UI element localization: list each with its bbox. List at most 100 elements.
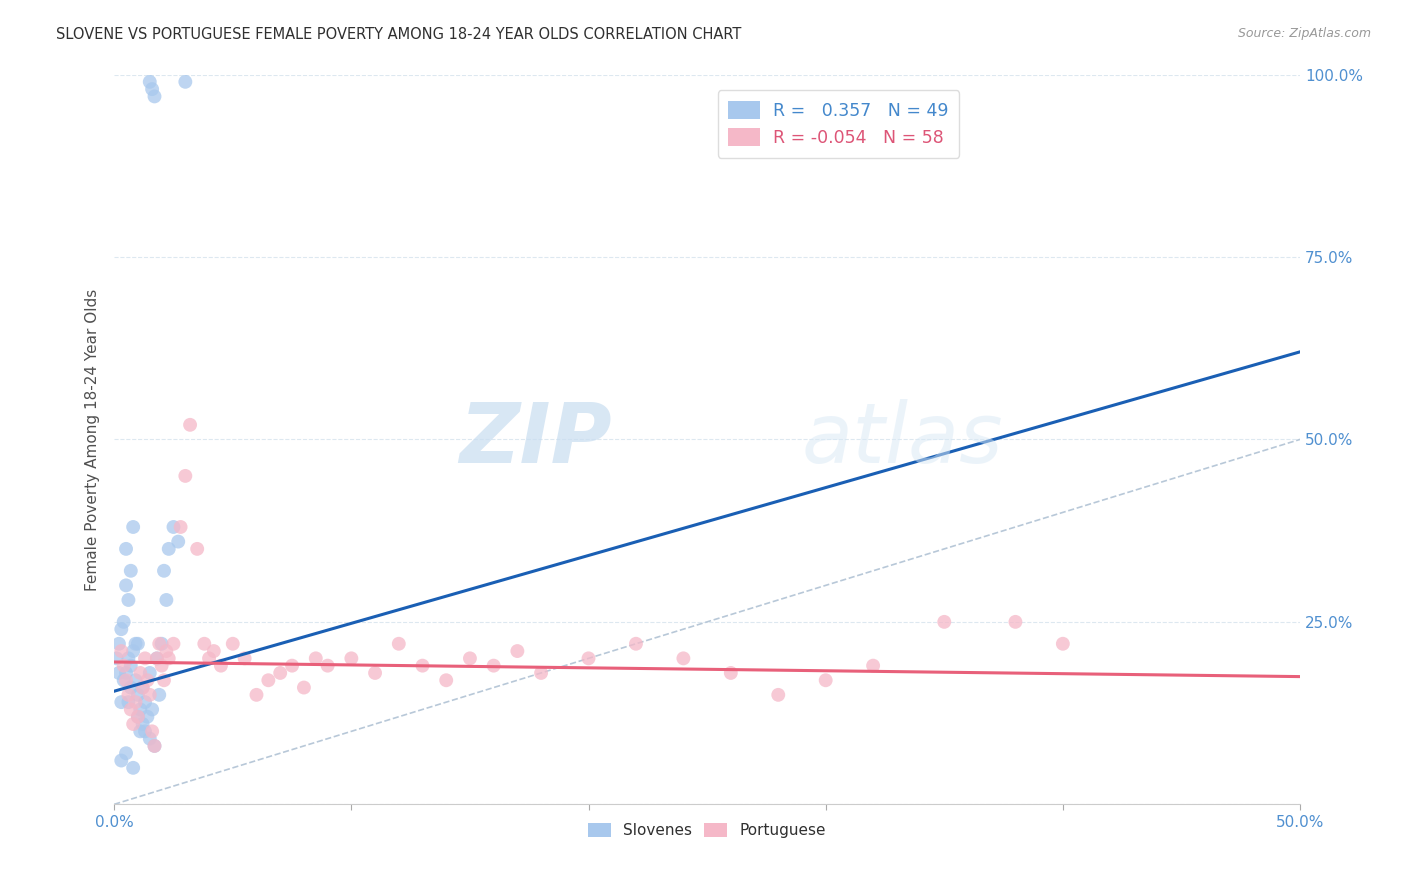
Point	[530, 665, 553, 680]
Point	[124, 637, 146, 651]
Point	[122, 761, 145, 775]
Point	[115, 665, 138, 680]
Text: ZIP: ZIP	[460, 399, 612, 480]
Point	[136, 710, 159, 724]
Point	[127, 710, 149, 724]
Point	[209, 658, 232, 673]
Point	[139, 75, 162, 89]
Point	[153, 673, 176, 688]
Point	[143, 739, 166, 753]
Point	[506, 644, 529, 658]
Point	[222, 637, 245, 651]
Point	[157, 651, 180, 665]
Point	[434, 673, 457, 688]
Point	[143, 89, 166, 103]
Point	[120, 564, 142, 578]
Point	[141, 702, 163, 716]
Point	[110, 622, 132, 636]
Point	[115, 746, 138, 760]
Point	[482, 658, 505, 673]
Point	[934, 615, 956, 629]
Text: SLOVENE VS PORTUGUESE FEMALE POVERTY AMONG 18-24 YEAR OLDS CORRELATION CHART: SLOVENE VS PORTUGUESE FEMALE POVERTY AMO…	[56, 27, 741, 42]
Point	[105, 651, 128, 665]
Point	[157, 541, 180, 556]
Point	[148, 688, 170, 702]
Point	[108, 637, 131, 651]
Point	[120, 681, 142, 695]
Point	[155, 593, 177, 607]
Point	[129, 702, 152, 716]
Point	[122, 717, 145, 731]
Point	[110, 754, 132, 768]
Point	[134, 651, 156, 665]
Point	[202, 644, 225, 658]
Point	[672, 651, 695, 665]
Point	[110, 695, 132, 709]
Point	[115, 541, 138, 556]
Point	[624, 637, 647, 651]
Point	[167, 534, 190, 549]
Point	[148, 637, 170, 651]
Point	[720, 665, 742, 680]
Point	[458, 651, 481, 665]
Point	[115, 578, 138, 592]
Point	[131, 681, 153, 695]
Point	[340, 651, 363, 665]
Point	[112, 658, 135, 673]
Point	[174, 469, 197, 483]
Point	[814, 673, 837, 688]
Point	[127, 688, 149, 702]
Point	[129, 724, 152, 739]
Point	[136, 673, 159, 688]
Point	[146, 651, 169, 665]
Point	[412, 658, 434, 673]
Point	[108, 665, 131, 680]
Point	[117, 593, 139, 607]
Point	[578, 651, 600, 665]
Point	[139, 688, 162, 702]
Point	[115, 673, 138, 688]
Point	[141, 724, 163, 739]
Y-axis label: Female Poverty Among 18-24 Year Olds: Female Poverty Among 18-24 Year Olds	[86, 288, 100, 591]
Point	[122, 520, 145, 534]
Point	[110, 644, 132, 658]
Point	[169, 520, 191, 534]
Point	[112, 615, 135, 629]
Point	[124, 673, 146, 688]
Point	[316, 658, 339, 673]
Point	[179, 417, 201, 432]
Point	[146, 651, 169, 665]
Point	[292, 681, 315, 695]
Point	[364, 665, 387, 680]
Point	[129, 665, 152, 680]
Point	[139, 665, 162, 680]
Point	[117, 695, 139, 709]
Point	[112, 673, 135, 688]
Point	[1004, 615, 1026, 629]
Point	[305, 651, 328, 665]
Point	[768, 688, 790, 702]
Point	[127, 710, 149, 724]
Point	[131, 717, 153, 731]
Point	[174, 75, 197, 89]
Point	[117, 688, 139, 702]
Point	[150, 658, 173, 673]
Point	[127, 637, 149, 651]
Point	[122, 644, 145, 658]
Text: atlas: atlas	[801, 399, 1004, 480]
Text: Source: ZipAtlas.com: Source: ZipAtlas.com	[1237, 27, 1371, 40]
Point	[233, 651, 256, 665]
Point	[134, 695, 156, 709]
Point	[162, 520, 184, 534]
Point	[245, 688, 267, 702]
Point	[198, 651, 221, 665]
Point	[153, 564, 176, 578]
Point	[117, 651, 139, 665]
Point	[1052, 637, 1074, 651]
Point	[388, 637, 411, 651]
Point	[150, 637, 173, 651]
Point	[120, 702, 142, 716]
Point	[120, 658, 142, 673]
Point	[281, 658, 304, 673]
Point	[162, 637, 184, 651]
